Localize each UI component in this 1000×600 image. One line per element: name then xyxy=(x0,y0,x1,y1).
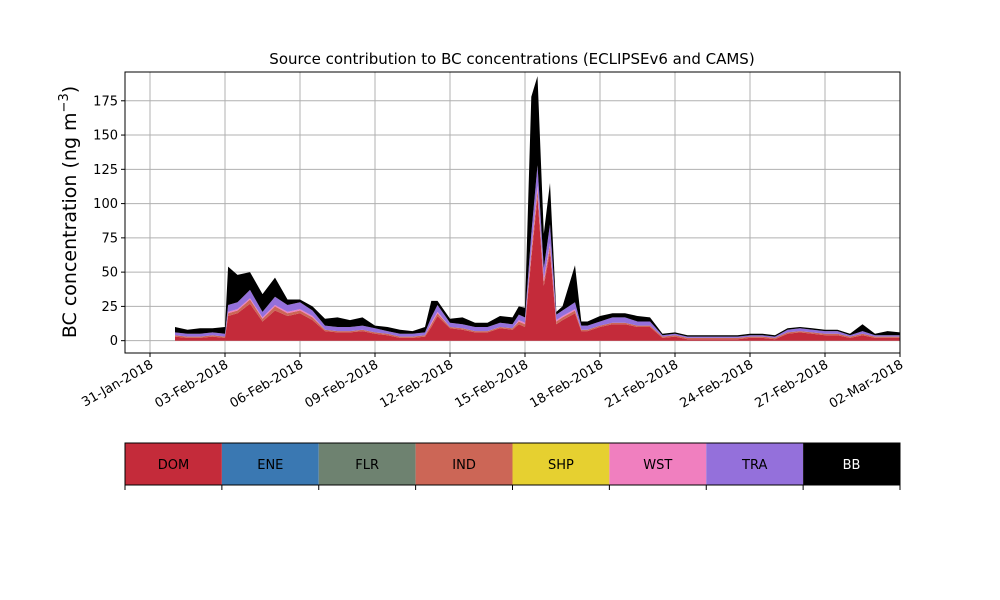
legend-swatch-tra xyxy=(706,443,804,485)
x-tick-label: 24-Feb-2018 xyxy=(677,357,756,411)
x-tick-label: 06-Feb-2018 xyxy=(227,357,306,411)
legend-label-wst: WST xyxy=(643,458,672,473)
y-tick-label: 0 xyxy=(110,334,118,349)
legend-label-dom: DOM xyxy=(158,458,189,473)
plot-frame xyxy=(124,71,901,354)
legend-label-bb: BB xyxy=(843,458,861,473)
legend-label-shp: SHP xyxy=(548,458,574,473)
legend-swatch-shp xyxy=(512,443,610,485)
x-tick-label: 15-Feb-2018 xyxy=(452,357,531,411)
y-axis-label: BC concentration (ng m−3) xyxy=(57,86,81,338)
legend-swatch-dom xyxy=(125,443,222,485)
y-tick-label: 100 xyxy=(93,197,118,212)
legend-swatch-wst xyxy=(609,443,707,485)
axis-ticks: 31-Jan-201803-Feb-201806-Feb-201809-Feb-… xyxy=(79,94,906,412)
legend-swatch-ene xyxy=(221,443,319,485)
x-tick-label: 18-Feb-2018 xyxy=(527,357,606,411)
legend-swatch-bb xyxy=(803,443,900,485)
legend-swatch-ind xyxy=(415,443,513,485)
legend-colorbar: DOM ENE FLR IND SHP WST TRA BB xyxy=(124,442,901,490)
legend-label-flr: FLR xyxy=(355,458,379,473)
x-tick-label: 09-Feb-2018 xyxy=(302,357,381,411)
y-tick-label: 75 xyxy=(101,231,118,246)
x-tick-label: 27-Feb-2018 xyxy=(752,357,831,411)
y-tick-label: 50 xyxy=(101,266,118,281)
legend-label-tra: TRA xyxy=(741,458,767,473)
stacked-areas xyxy=(175,76,900,341)
legend-label-ene: ENE xyxy=(257,458,283,473)
y-tick-label: 175 xyxy=(93,94,118,109)
y-tick-label: 25 xyxy=(101,300,118,315)
area-dom xyxy=(175,196,900,341)
x-tick-label: 02-Mar-2018 xyxy=(827,357,906,411)
x-tick-label: 31-Jan-2018 xyxy=(79,357,156,410)
y-tick-label: 150 xyxy=(93,129,118,144)
x-tick-label: 03-Feb-2018 xyxy=(152,357,231,411)
legend-label-ind: IND xyxy=(452,458,476,473)
legend-swatch-flr xyxy=(318,443,416,485)
chart-title: Source contribution to BC concentrations… xyxy=(269,50,754,68)
x-tick-label: 12-Feb-2018 xyxy=(377,357,456,411)
y-tick-label: 125 xyxy=(93,163,118,178)
area-bb xyxy=(175,76,900,337)
x-tick-label: 21-Feb-2018 xyxy=(602,357,681,411)
